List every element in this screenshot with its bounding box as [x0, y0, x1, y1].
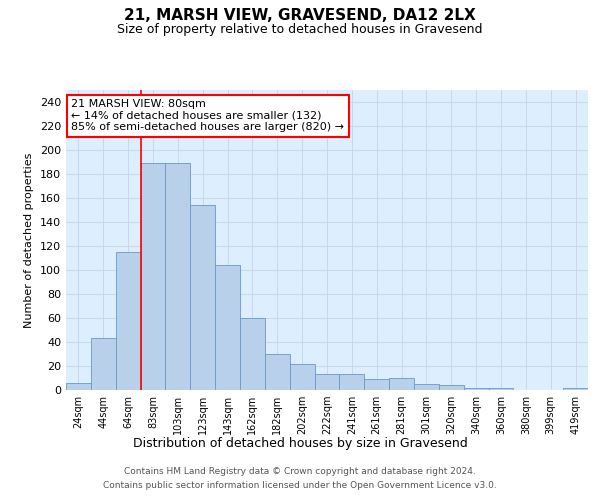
- Bar: [563, 388, 588, 390]
- Text: Size of property relative to detached houses in Gravesend: Size of property relative to detached ho…: [117, 22, 483, 36]
- Bar: [265, 354, 290, 390]
- Bar: [364, 379, 389, 390]
- Bar: [464, 388, 488, 390]
- Bar: [66, 383, 91, 390]
- Y-axis label: Number of detached properties: Number of detached properties: [25, 152, 34, 328]
- Text: 21, MARSH VIEW, GRAVESEND, DA12 2LX: 21, MARSH VIEW, GRAVESEND, DA12 2LX: [124, 8, 476, 22]
- Bar: [91, 338, 116, 390]
- Bar: [140, 163, 166, 390]
- Bar: [439, 385, 464, 390]
- Text: 21 MARSH VIEW: 80sqm
← 14% of detached houses are smaller (132)
85% of semi-deta: 21 MARSH VIEW: 80sqm ← 14% of detached h…: [71, 99, 344, 132]
- Bar: [215, 265, 240, 390]
- Bar: [340, 374, 364, 390]
- Bar: [314, 374, 340, 390]
- Bar: [290, 364, 314, 390]
- Bar: [190, 205, 215, 390]
- Bar: [166, 163, 190, 390]
- Text: Distribution of detached houses by size in Gravesend: Distribution of detached houses by size …: [133, 438, 467, 450]
- Text: Contains HM Land Registry data © Crown copyright and database right 2024.: Contains HM Land Registry data © Crown c…: [124, 468, 476, 476]
- Text: Contains public sector information licensed under the Open Government Licence v3: Contains public sector information licen…: [103, 481, 497, 490]
- Bar: [488, 388, 514, 390]
- Bar: [389, 378, 414, 390]
- Bar: [414, 384, 439, 390]
- Bar: [240, 318, 265, 390]
- Bar: [116, 252, 140, 390]
